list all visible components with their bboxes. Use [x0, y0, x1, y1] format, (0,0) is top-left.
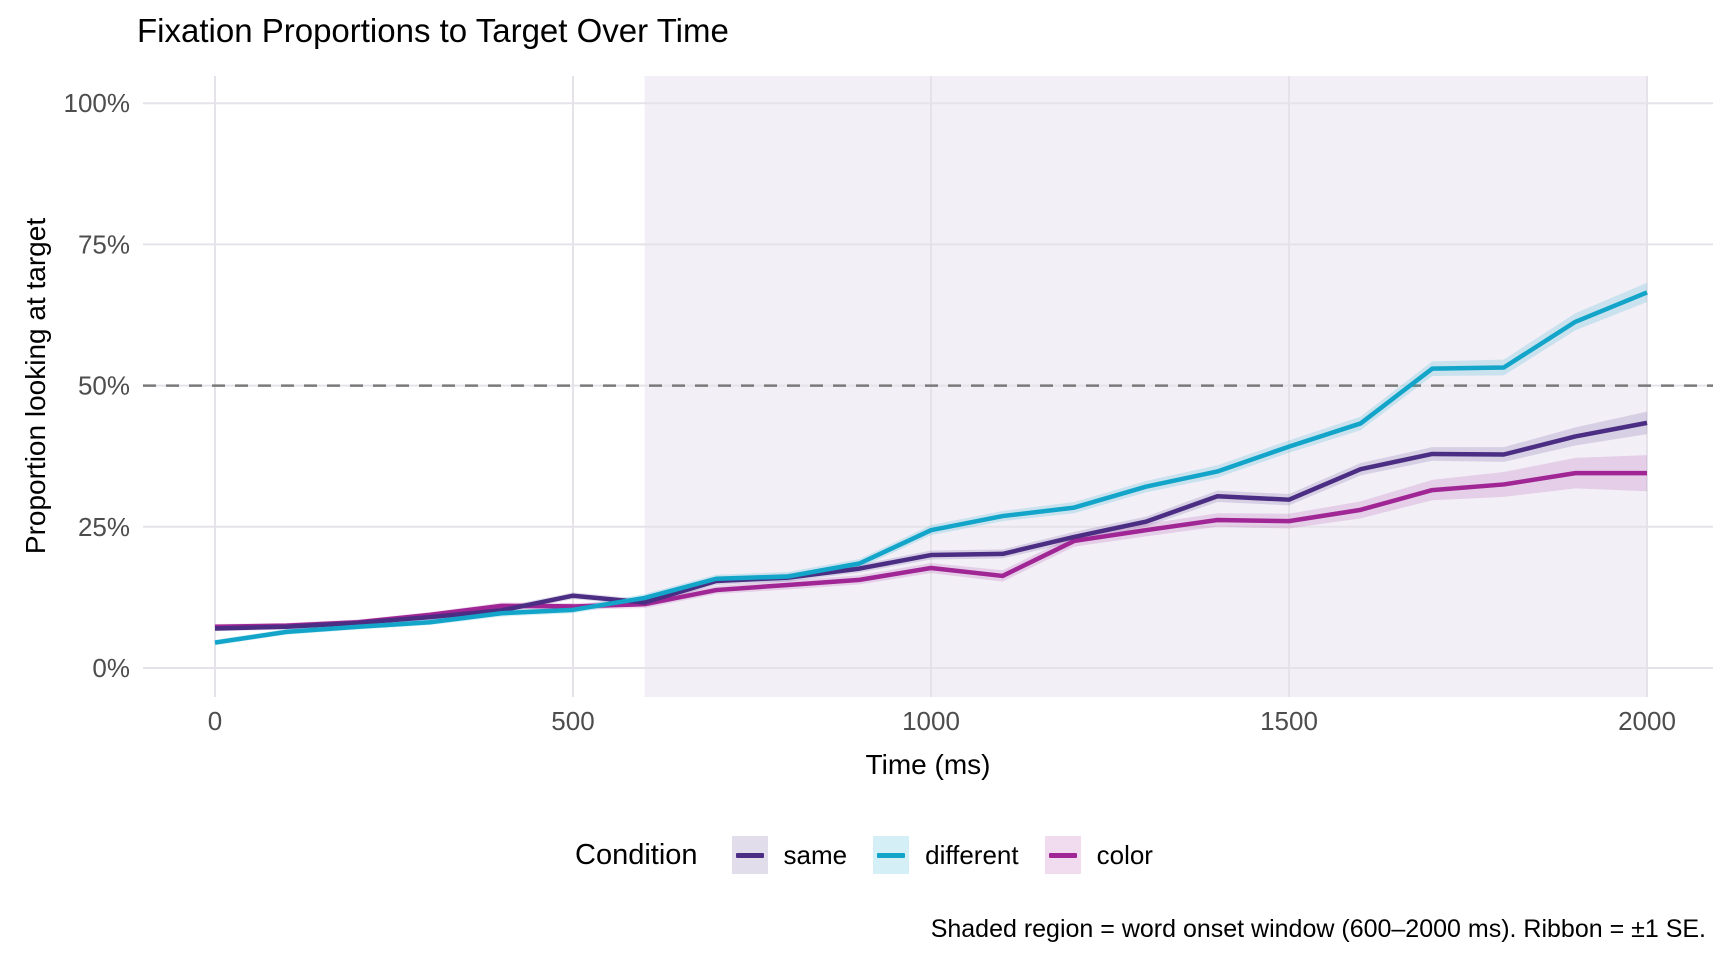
y-tick-label: 100%	[64, 88, 131, 118]
legend-item-same: same	[731, 836, 848, 874]
line-color	[214, 470, 1647, 630]
legend-item-different: different	[873, 836, 1019, 874]
x-axis-title: Time (ms)	[865, 749, 991, 780]
legend-title: Condition	[575, 838, 698, 871]
legend-key-different-line	[877, 852, 906, 858]
y-tick-label: 50%	[78, 371, 130, 401]
x-tick-label: 2000	[1618, 706, 1676, 736]
x-tick-label: 500	[551, 706, 594, 736]
x-tick-label: 1500	[1260, 706, 1318, 736]
x-tick-label: 1000	[902, 706, 960, 736]
legend-key-same-icon	[731, 836, 768, 874]
y-axis-title: Proportion looking at target	[20, 217, 51, 555]
caption: Shaded region = word onset window (600–2…	[930, 915, 1706, 943]
y-tick-label: 25%	[78, 512, 130, 542]
legend-key-different-icon	[873, 836, 910, 874]
legend-label-different: different	[925, 839, 1019, 870]
line-same	[214, 420, 1648, 631]
legend-key-color-line	[1048, 852, 1077, 858]
legend-label-color: color	[1096, 839, 1153, 870]
y-tick-label: 75%	[78, 229, 130, 259]
legend-key-same-line	[735, 852, 764, 858]
legend-item-color: color	[1044, 836, 1153, 874]
line-different	[214, 290, 1648, 645]
legend-key-color-icon	[1044, 836, 1081, 874]
y-tick-label: 0%	[92, 653, 130, 683]
chart-title: Fixation Proportions to Target Over Time	[137, 12, 729, 49]
ribbon-color	[215, 455, 1647, 630]
legend-label-same: same	[783, 839, 848, 870]
x-tick-label: 0	[208, 706, 222, 736]
legend: Condition same different color	[0, 836, 1728, 874]
